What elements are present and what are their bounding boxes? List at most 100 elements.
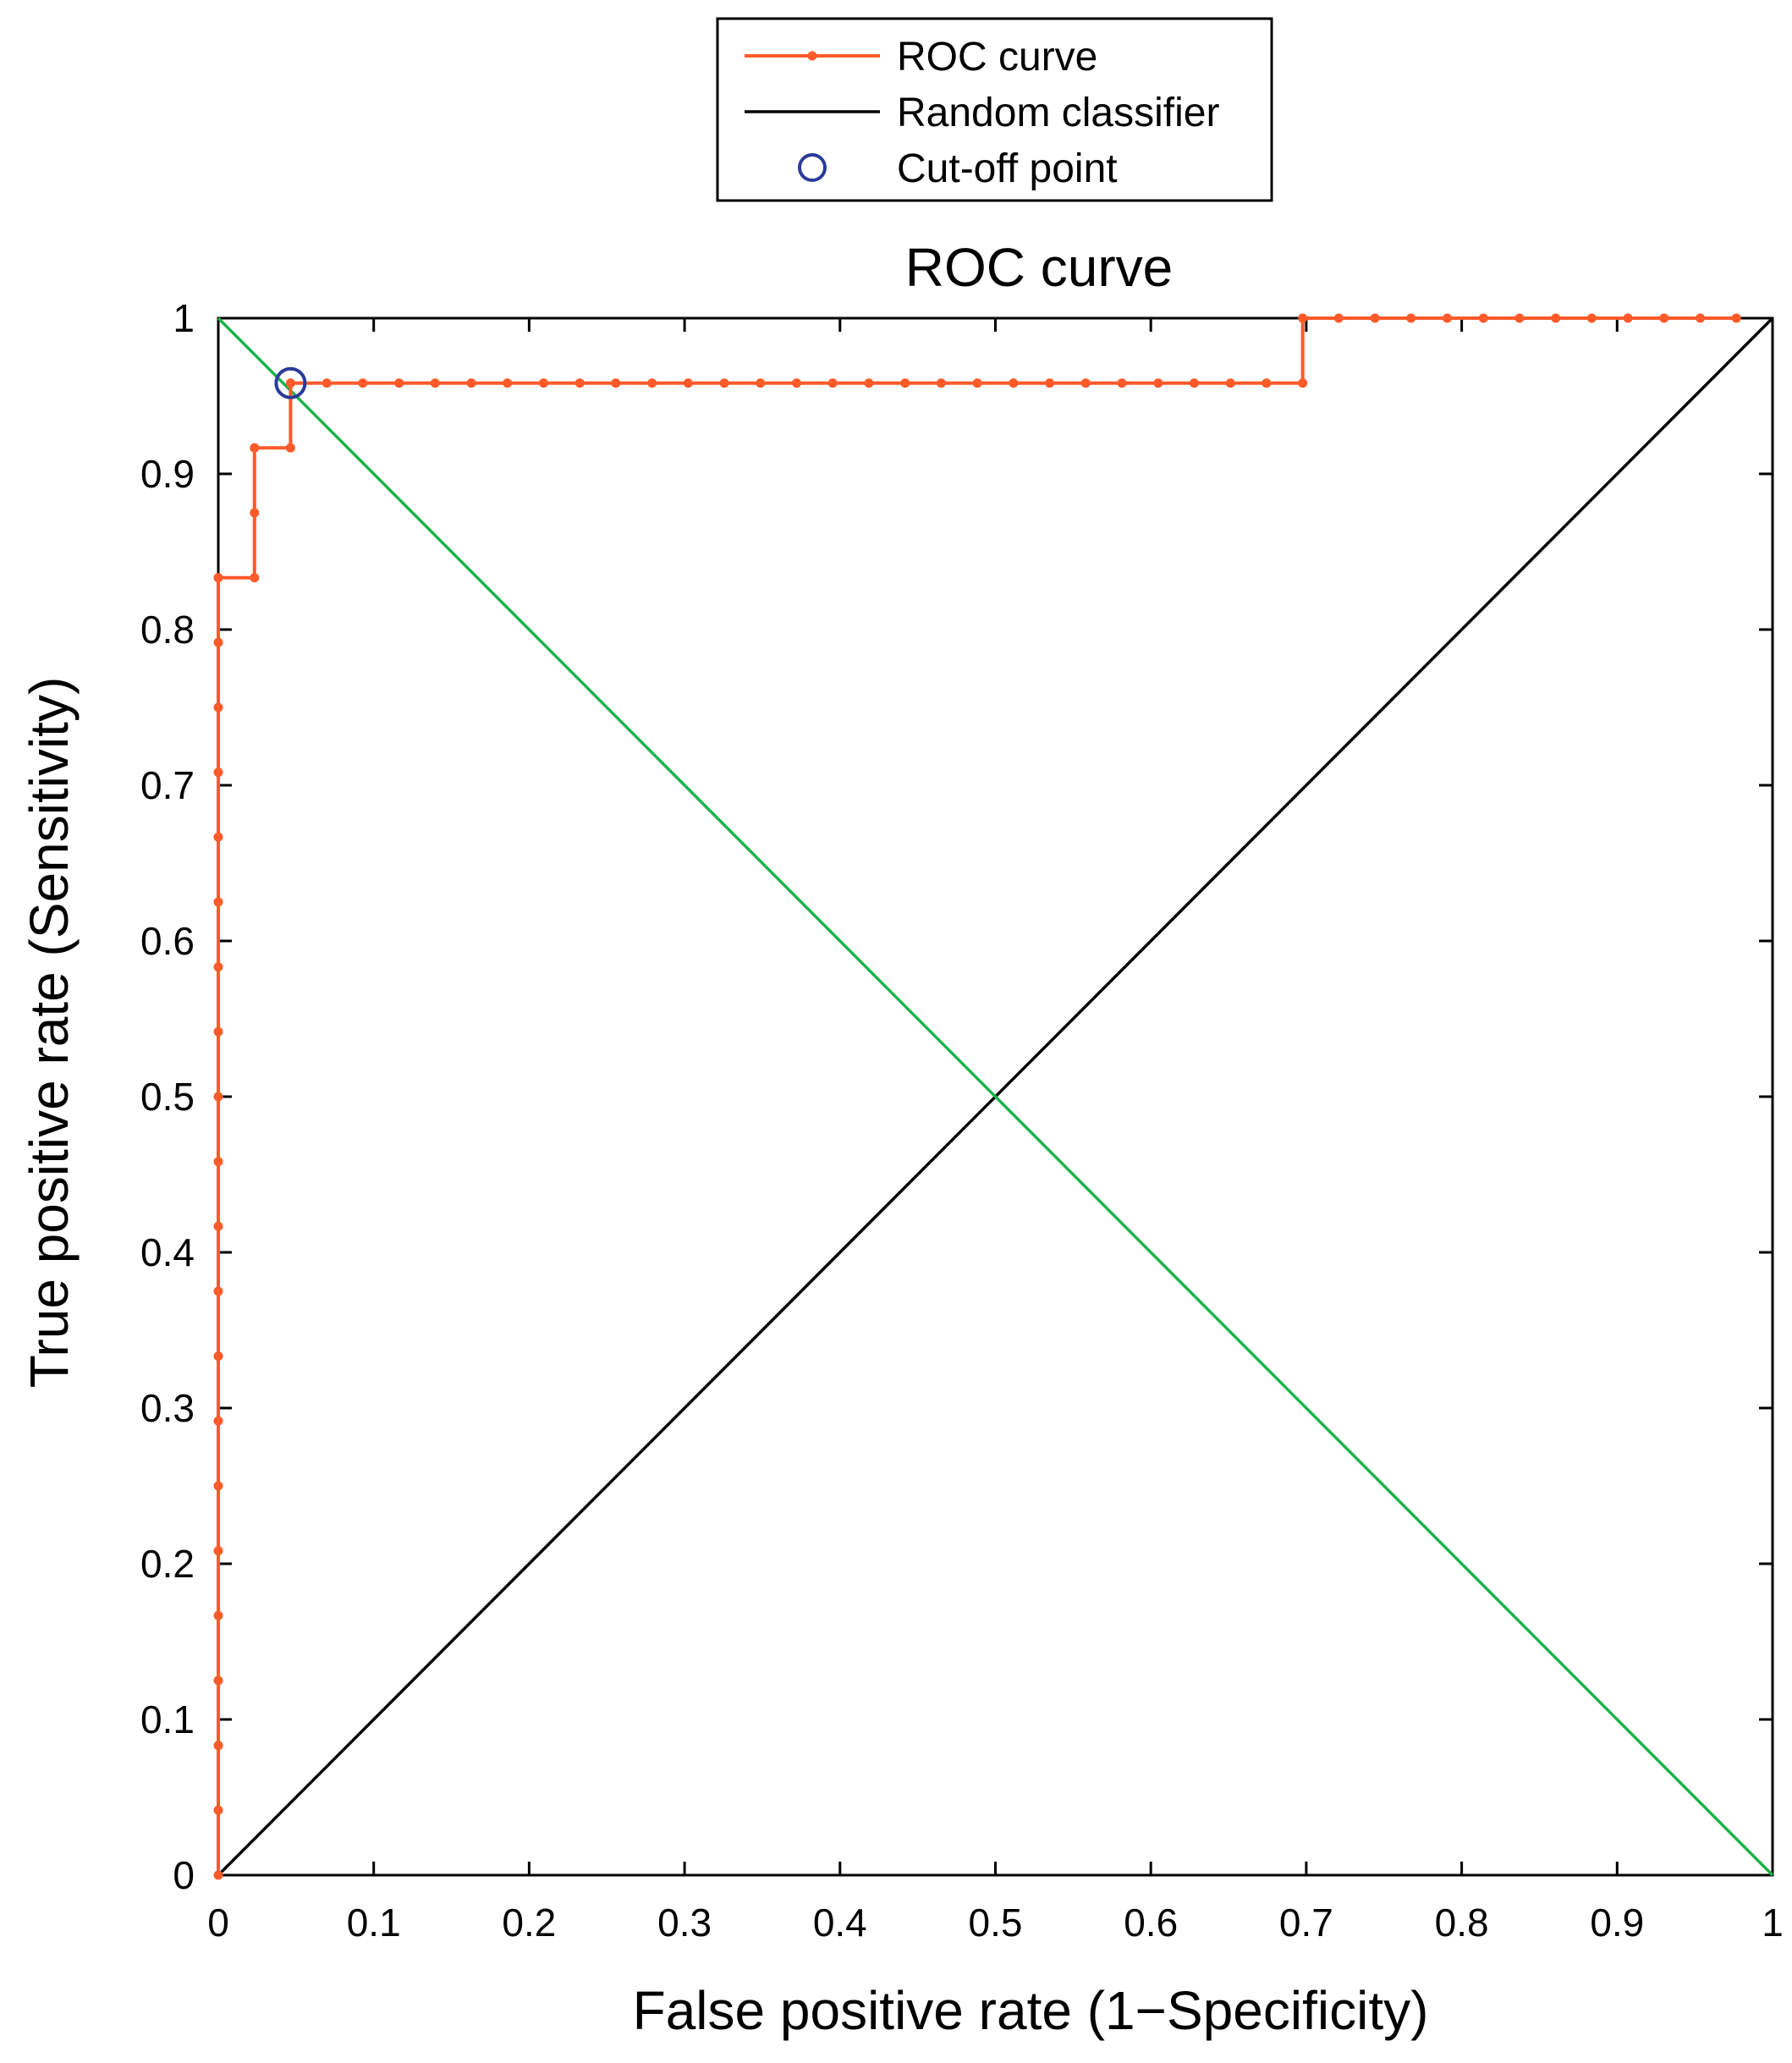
x-axis-label: False positive rate (1−Specificity) (633, 1980, 1429, 2041)
roc-curve-point (1333, 313, 1344, 323)
roc-curve-point (1406, 313, 1416, 323)
roc-curve-point (1696, 313, 1706, 323)
legend-cutoff-swatch-circle (798, 153, 827, 182)
roc-curve-point (430, 378, 440, 388)
roc-curve-point (1262, 378, 1272, 388)
roc-curve-point (1514, 313, 1525, 323)
roc-curve-point (1659, 313, 1669, 323)
roc-curve-point (213, 1610, 223, 1620)
x-tick-label: 0.9 (1590, 1901, 1644, 1945)
chart-title: ROC curve (905, 237, 1174, 298)
x-tick-label: 0.4 (813, 1901, 867, 1945)
roc-curve-point (213, 637, 223, 647)
y-tick-label: 0.9 (140, 452, 195, 496)
roc-curve-point (466, 378, 476, 388)
y-tick-label: 0.4 (140, 1230, 195, 1274)
roc-curve-point (213, 1286, 223, 1296)
roc-curve-point (213, 1805, 223, 1815)
roc-curve-point (1443, 313, 1453, 323)
roc-curve-point (213, 1351, 223, 1362)
y-tick-label: 0.1 (140, 1697, 195, 1741)
legend-item: Random classifier (745, 91, 1219, 135)
legend-label: Random classifier (897, 91, 1219, 135)
cutoff-point-marker (274, 366, 307, 399)
legend-label: Cut-off point (897, 146, 1118, 191)
roc-curve-point (394, 378, 404, 388)
y-tick-label: 0.3 (140, 1386, 195, 1430)
y-tick-label: 0.7 (140, 763, 195, 807)
roc-curve-point (1045, 378, 1055, 388)
legend-item: ROC curve (745, 35, 1097, 80)
roc-curve-point (611, 378, 621, 388)
roc-curve-point (1009, 378, 1019, 388)
roc-curve-point (213, 897, 223, 907)
roc-curve-point (213, 1092, 223, 1102)
roc-curve-point (1586, 313, 1597, 323)
roc-curve-point (213, 767, 223, 778)
roc-curve-point (864, 378, 874, 388)
roc-curve-point (719, 378, 729, 388)
roc-curve-point (1731, 313, 1741, 323)
x-tick-label: 0.3 (657, 1901, 712, 1945)
x-tick-label: 0 (207, 1901, 229, 1945)
roc-curve-point (213, 1741, 223, 1751)
y-tick-label: 0.2 (140, 1542, 195, 1586)
roc-curve-point (1225, 378, 1235, 388)
x-tick-label: 1 (1762, 1901, 1784, 1945)
roc-curve-point (213, 1546, 223, 1556)
roc-curve-point (900, 378, 910, 388)
roc-curve-point (1080, 378, 1091, 388)
roc-curve-point (358, 378, 368, 388)
roc-curve-point (538, 378, 548, 388)
roc-curve-point (250, 508, 260, 518)
roc-curve-point (827, 378, 838, 388)
y-tick-label: 1 (173, 296, 195, 340)
roc-curve-point (322, 378, 332, 388)
legend-roc-swatch-dot (807, 51, 817, 61)
y-tick-label: 0.8 (140, 608, 195, 652)
roc-curve-point (1623, 313, 1633, 323)
legend: ROC curve Random classifier Cut-off point (716, 17, 1273, 202)
plot-area: 0 0.1 0.2 0.3 0.4 0.5 0.6 0.7 0.8 0.9 1 0 0.1 0.2 0.3 0… (140, 296, 1784, 1945)
roc-curve-point (213, 1416, 223, 1426)
x-tick-label: 0.7 (1279, 1901, 1333, 1945)
roc-curve-point (250, 573, 260, 583)
roc-curve-point (213, 962, 223, 972)
roc-curve-point (213, 1481, 223, 1491)
roc-curve-point (213, 1157, 223, 1167)
reference-diagonal-line (217, 316, 1774, 1877)
roc-curve-point (213, 1675, 223, 1686)
legend-box (716, 17, 1273, 202)
x-tick-label: 0.8 (1435, 1901, 1489, 1945)
roc-curve-point (936, 378, 946, 388)
y-tick-label: 0.6 (140, 919, 195, 963)
roc-curve-point (503, 378, 513, 388)
roc-curve-point (683, 378, 693, 388)
roc-curve-point (1153, 378, 1163, 388)
y-tick-label: 0 (173, 1853, 195, 1897)
roc-curve-point (1551, 313, 1561, 323)
roc-curve-point (213, 832, 223, 842)
x-tick-label: 0.5 (969, 1901, 1023, 1945)
roc-curve-point (285, 378, 295, 388)
roc-curve-point (213, 1026, 223, 1037)
roc-curve-point (250, 443, 260, 453)
y-axis-label: True positive rate (Sensitivity) (19, 677, 80, 1389)
roc-curve-point (972, 378, 982, 388)
roc-curve-point (1298, 313, 1308, 323)
x-tick-label: 0.1 (347, 1901, 401, 1945)
y-tick-label: 0.5 (140, 1075, 195, 1119)
roc-curve-point (1478, 313, 1488, 323)
roc-curve-point (574, 378, 585, 388)
roc-curve-point (1189, 378, 1199, 388)
roc-curve-point (213, 1221, 223, 1231)
roc-curve-point (1117, 378, 1127, 388)
roc-curve-point (1298, 378, 1308, 388)
x-tick-label: 0.2 (502, 1901, 556, 1945)
x-tick-label: 0.6 (1124, 1901, 1178, 1945)
roc-curve-point (285, 443, 295, 453)
legend-label: ROC curve (897, 35, 1097, 80)
legend-item: Cut-off point (798, 146, 1118, 191)
